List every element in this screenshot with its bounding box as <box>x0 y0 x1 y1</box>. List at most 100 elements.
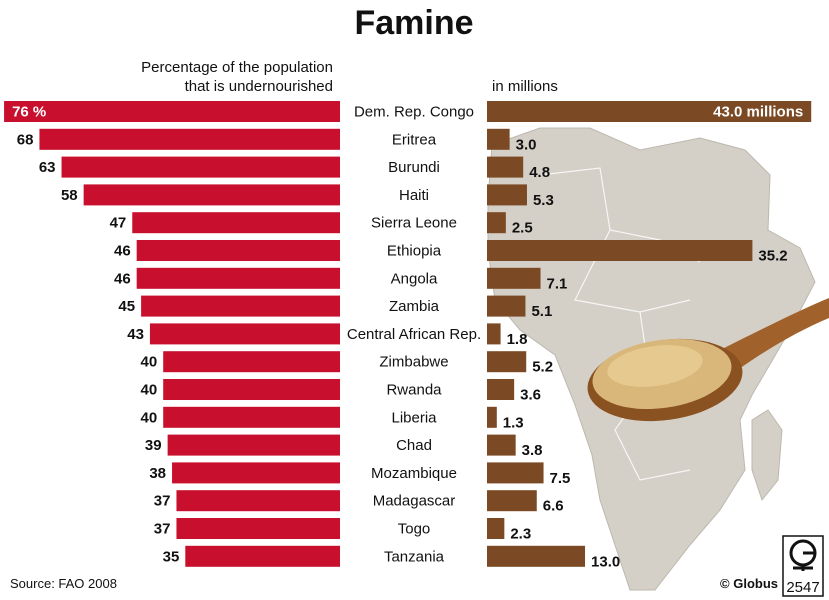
millions-bar <box>487 240 753 261</box>
millions-bar <box>487 406 497 428</box>
category-label: Haiti <box>399 187 429 204</box>
right-series-group: 43.0 millions 3.0 4.8 5.32.5 35.2 7.1 5.11.85.… <box>487 101 812 570</box>
percentage-label: 68 <box>17 131 34 148</box>
category-label: Central African Rep. <box>347 326 481 343</box>
millions-label: 13.0 <box>591 553 620 570</box>
category-label: Mozambique <box>371 465 457 482</box>
globus-logo-icon: 2547 <box>782 535 824 597</box>
millions-label: 43.0 millions <box>713 104 803 121</box>
millions-bar <box>487 212 506 234</box>
millions-label: 4.8 <box>529 164 550 181</box>
millions-bar <box>487 462 544 484</box>
millions-label: 7.1 <box>547 275 568 292</box>
category-label: Rwanda <box>386 382 442 399</box>
category-label: Zambia <box>389 298 440 315</box>
spoon-handle <box>720 298 829 372</box>
percentage-bar <box>172 462 340 484</box>
millions-label: 3.8 <box>522 442 543 459</box>
percentage-label: 46 <box>114 243 131 260</box>
percentage-label: 40 <box>141 382 158 399</box>
millions-label: 5.1 <box>531 303 552 320</box>
percentage-bar <box>61 156 340 178</box>
percentage-bar <box>39 128 340 150</box>
category-labels-group: Dem. Rep. Congo Eritrea Burundi Haiti Sierra… <box>347 104 481 566</box>
percentage-label: 37 <box>154 521 171 538</box>
percentage-bar <box>176 518 340 539</box>
category-label: Eritrea <box>392 131 437 148</box>
category-label: Liberia <box>391 409 437 426</box>
millions-bar <box>487 323 501 345</box>
category-label: Togo <box>398 521 431 538</box>
millions-bar <box>487 518 505 539</box>
percentage-label: 39 <box>145 437 162 454</box>
percentage-bar <box>176 490 340 512</box>
millions-label: 1.8 <box>507 331 528 348</box>
category-label: Sierra Leone <box>371 215 457 232</box>
millions-bar <box>487 545 586 567</box>
category-label: Zimbabwe <box>379 354 448 371</box>
right-axis-label: in millions <box>492 78 558 95</box>
category-label: Dem. Rep. Congo <box>354 104 474 121</box>
percentage-label: 47 <box>110 215 127 232</box>
left-axis-label-line2: that is undernourished <box>185 78 333 95</box>
percentage-bar <box>163 351 340 373</box>
category-label: Tanzania <box>384 548 445 565</box>
category-label: Angola <box>391 270 438 287</box>
percentage-bar <box>136 267 340 289</box>
millions-bar <box>487 128 510 150</box>
millions-label: 5.3 <box>533 192 554 209</box>
percentage-bar <box>141 295 340 317</box>
millions-label: 3.0 <box>516 136 537 153</box>
category-label: Burundi <box>388 159 440 176</box>
percentage-label: 38 <box>149 465 166 482</box>
millions-bar <box>487 379 515 400</box>
millions-bar <box>487 101 812 122</box>
percentage-label: 40 <box>141 354 158 371</box>
grain-highlight <box>607 345 703 387</box>
percentage-label: 76 % <box>12 104 46 121</box>
millions-bar <box>487 490 537 512</box>
spoon-with-grain-icon <box>587 298 829 422</box>
percentage-bar <box>132 212 340 234</box>
category-label: Madagascar <box>373 493 456 510</box>
left-series-group: 76 % 68 63 58 47 46 46 45 43 40 40 40 39 38 37 37 35 <box>4 101 341 567</box>
left-axis-label-line1: Percentage of the population <box>141 59 333 76</box>
millions-label: 1.3 <box>503 414 524 431</box>
millions-bar <box>487 434 516 456</box>
millions-bar <box>487 184 527 206</box>
category-label: Chad <box>396 437 432 454</box>
map-borders <box>539 167 701 481</box>
percentage-bar <box>185 545 340 567</box>
percentage-label: 43 <box>127 326 144 343</box>
millions-label: 3.6 <box>520 387 541 404</box>
madagascar-shape <box>751 409 783 502</box>
percentage-bar <box>167 434 340 456</box>
percentage-bar <box>136 240 340 261</box>
percentage-label: 46 <box>114 270 131 287</box>
percentage-label: 45 <box>118 298 135 315</box>
percentage-label: 63 <box>39 159 56 176</box>
percentage-label: 37 <box>154 493 171 510</box>
source-note: Source: FAO 2008 <box>10 576 117 591</box>
logo-number: 2547 <box>786 579 819 596</box>
percentage-bar <box>163 406 340 428</box>
percentage-bar <box>163 379 340 400</box>
millions-bar <box>487 295 526 317</box>
category-label: Ethiopia <box>387 243 442 260</box>
millions-label: 35.2 <box>758 248 787 265</box>
millions-label: 6.6 <box>543 498 564 515</box>
millions-label: 7.5 <box>550 470 571 487</box>
percentage-bar <box>4 101 341 122</box>
millions-bar <box>487 267 541 289</box>
credit-note: © Globus <box>720 576 778 591</box>
millions-label: 2.5 <box>512 220 533 237</box>
percentage-label: 35 <box>163 548 180 565</box>
percentage-bar <box>83 184 340 206</box>
millions-label: 5.2 <box>532 359 553 376</box>
percentage-label: 40 <box>141 409 158 426</box>
percentage-bar <box>149 323 340 345</box>
chart-title: Famine <box>354 4 473 42</box>
millions-bar <box>487 156 524 178</box>
